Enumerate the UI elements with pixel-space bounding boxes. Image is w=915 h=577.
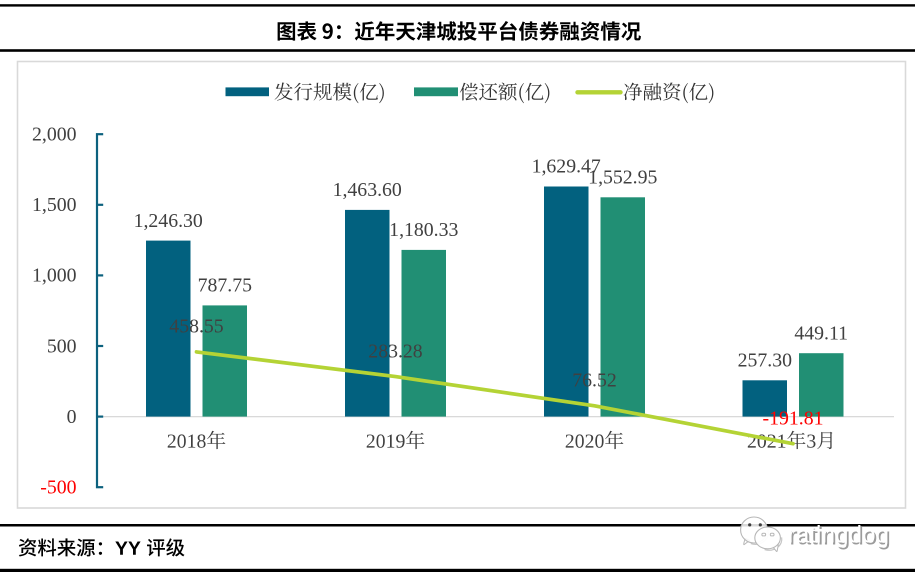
svg-text:1,629.47: 1,629.47 bbox=[532, 156, 601, 178]
svg-text:-500: -500 bbox=[40, 477, 76, 499]
svg-text:-191.81: -191.81 bbox=[763, 407, 824, 429]
svg-text:458.55: 458.55 bbox=[169, 316, 224, 338]
svg-text:1,552.95: 1,552.95 bbox=[588, 167, 657, 189]
svg-text:500: 500 bbox=[47, 335, 77, 357]
svg-text:1,000: 1,000 bbox=[32, 265, 77, 287]
svg-text:76.52: 76.52 bbox=[572, 370, 617, 392]
svg-text:283.28: 283.28 bbox=[368, 340, 423, 362]
svg-text:1,246.30: 1,246.30 bbox=[134, 210, 203, 232]
svg-text:0: 0 bbox=[67, 406, 77, 428]
svg-text:1,463.60: 1,463.60 bbox=[333, 179, 402, 201]
svg-text:1,180.33: 1,180.33 bbox=[389, 219, 458, 241]
svg-text:787.75: 787.75 bbox=[198, 275, 253, 297]
svg-text:1,500: 1,500 bbox=[32, 194, 77, 216]
svg-text:ratingdog: ratingdog bbox=[790, 523, 891, 550]
svg-text:449.11: 449.11 bbox=[794, 322, 848, 344]
svg-text:ratingdog: ratingdog bbox=[788, 522, 889, 549]
svg-text:257.30: 257.30 bbox=[738, 350, 793, 372]
svg-text:2,000: 2,000 bbox=[32, 124, 77, 146]
